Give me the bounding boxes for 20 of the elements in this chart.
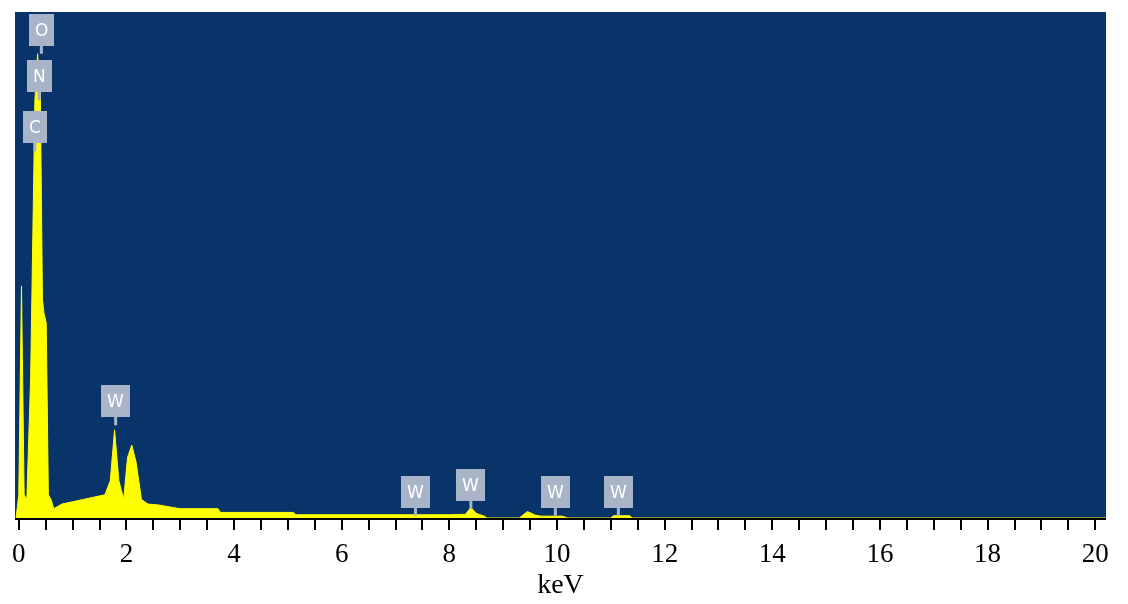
x-tick-label: 20 [1081, 538, 1109, 569]
x-tick-label: 0 [12, 538, 26, 569]
x-axis-title: keV [537, 568, 584, 600]
x-tick-label: 6 [334, 538, 349, 569]
annotation: N [33, 66, 46, 86]
annotation: W [610, 482, 627, 502]
x-tick-label: 18 [974, 538, 1002, 569]
x-tick-label: 16 [866, 538, 894, 569]
x-tick-label: 12 [651, 538, 679, 569]
annotation: W [107, 391, 124, 411]
x-tick-label: 2 [119, 538, 134, 569]
annotation: W [462, 475, 479, 495]
x-tick-label: 4 [227, 538, 242, 569]
annotation: C [29, 117, 41, 137]
annotation: W [407, 482, 424, 502]
annotation: O [35, 20, 49, 40]
x-tick-label: 14 [758, 538, 787, 569]
x-tick-label: 10 [543, 538, 571, 569]
annotation: W [547, 482, 564, 502]
x-tick-label: 8 [442, 538, 457, 569]
